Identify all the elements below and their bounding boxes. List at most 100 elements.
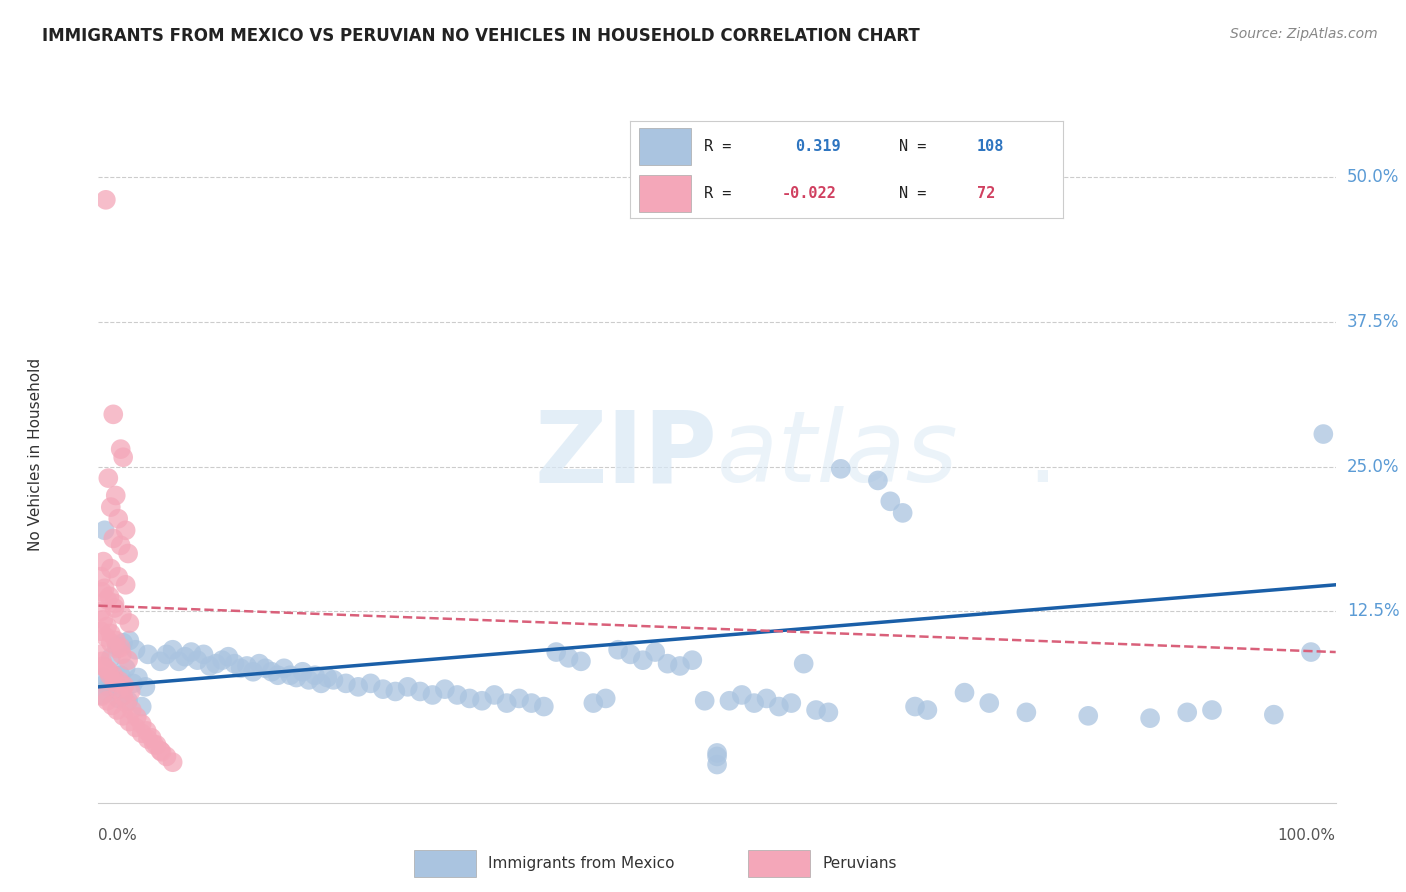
Point (90, 624, 112, 639)
Point (114, 661, 136, 675)
Point (134, 680, 156, 694)
Point (446, 688, 468, 702)
Point (1299, 645, 1322, 659)
Point (186, 653, 208, 667)
Point (125, 710, 148, 724)
Point (242, 665, 264, 679)
Point (631, 653, 654, 667)
Point (520, 696, 543, 710)
Point (458, 691, 481, 706)
Point (706, 757, 728, 772)
Point (155, 648, 177, 662)
Point (149, 744, 172, 758)
Point (112, 689, 135, 703)
Point (97, 471, 120, 485)
Point (569, 654, 592, 668)
Point (91, 689, 114, 703)
Point (162, 642, 184, 657)
Point (149, 654, 172, 668)
Point (101, 698, 124, 713)
Point (229, 661, 252, 675)
Point (484, 688, 506, 702)
Point (122, 676, 145, 690)
Point (104, 633, 127, 648)
Point (174, 649, 197, 664)
Point (804, 703, 827, 717)
Point (396, 680, 419, 694)
Point (180, 645, 202, 659)
Point (117, 546, 139, 561)
Point (103, 596, 125, 610)
Point (118, 633, 141, 648)
Point (145, 738, 167, 752)
Text: Source: ZipAtlas.com: Source: ZipAtlas.com (1230, 27, 1378, 41)
Point (118, 714, 141, 729)
Point (136, 731, 159, 746)
Point (693, 694, 716, 708)
Point (105, 639, 128, 653)
Text: atlas: atlas (717, 407, 959, 503)
Point (120, 684, 142, 698)
Point (93, 555, 115, 569)
Point (278, 668, 301, 682)
Point (1175, 706, 1198, 720)
Point (167, 654, 190, 668)
Point (409, 684, 432, 698)
Point (93, 582, 115, 596)
Point (291, 665, 314, 679)
Point (110, 668, 132, 682)
Point (322, 673, 344, 687)
Point (104, 489, 127, 503)
Point (112, 636, 135, 650)
Point (904, 699, 927, 714)
Point (105, 703, 128, 717)
Point (105, 641, 128, 656)
Point (1263, 707, 1285, 722)
Point (260, 665, 283, 679)
Point (103, 407, 125, 422)
Point (112, 679, 135, 693)
Point (118, 615, 141, 630)
Point (94, 661, 117, 675)
Point (100, 561, 122, 575)
Point (117, 694, 139, 708)
Point (198, 659, 221, 673)
Point (121, 703, 143, 717)
Point (953, 685, 976, 699)
Point (742, 696, 765, 710)
Point (830, 462, 852, 476)
Point (1077, 708, 1099, 723)
Point (866, 474, 889, 488)
Point (96, 619, 118, 633)
Point (93, 659, 115, 673)
Point (607, 642, 630, 657)
Text: 100.0%: 100.0% (1278, 828, 1336, 843)
Point (100, 636, 122, 650)
Point (217, 649, 239, 664)
Point (731, 688, 754, 702)
Point (471, 694, 494, 708)
Point (273, 661, 295, 675)
Point (112, 450, 135, 465)
Point (681, 653, 703, 667)
Point (718, 694, 741, 708)
Point (127, 671, 149, 685)
Point (98, 590, 121, 604)
Point (755, 691, 778, 706)
Point (93, 523, 115, 537)
Point (384, 684, 406, 698)
Text: No Vehicles in Household: No Vehicles in Household (28, 359, 44, 551)
Point (114, 578, 136, 592)
Point (110, 640, 132, 655)
Point (150, 745, 173, 759)
Point (533, 699, 555, 714)
Point (90, 570, 112, 584)
Text: ZIP: ZIP (534, 407, 717, 503)
Point (93, 671, 115, 685)
Point (107, 570, 129, 584)
Point (107, 512, 129, 526)
Point (91, 584, 114, 599)
Point (98, 668, 121, 682)
Point (817, 706, 839, 720)
Point (557, 651, 579, 665)
